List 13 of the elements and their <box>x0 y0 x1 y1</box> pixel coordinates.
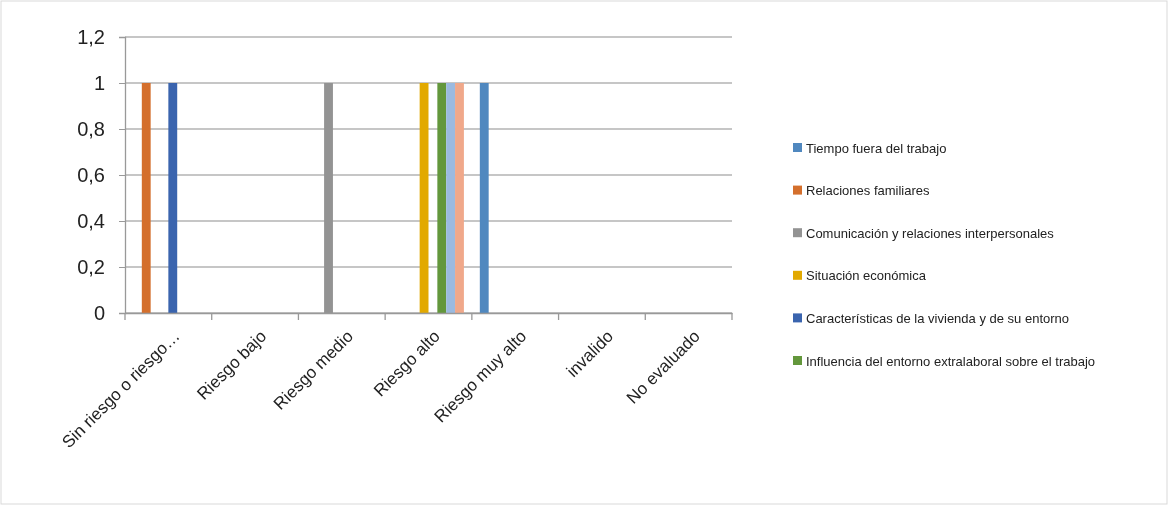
y-tick-label: 0,2 <box>77 255 105 278</box>
legend-label: Situación económica <box>806 268 927 284</box>
y-tick-label: 1 <box>93 71 105 94</box>
legend-label: Influencia del entorno extralaboral sobre el trabajo <box>806 353 1096 369</box>
y-tick-label: 0,6 <box>77 163 105 186</box>
legend-label: Tiempo fuera del trabajo <box>806 140 947 156</box>
y-tick-label: 1,2 <box>77 25 105 48</box>
legend-label: Comunicación y relaciones interpersonales <box>806 225 1055 241</box>
y-tick-label: 0 <box>93 301 105 324</box>
y-tick-label: 0,4 <box>77 209 105 232</box>
y-tick-label: 0,8 <box>77 117 105 140</box>
legend-label: Características de la vivienda y de su entorno <box>806 310 1070 326</box>
legend-label: Relaciones familiares <box>806 183 931 199</box>
